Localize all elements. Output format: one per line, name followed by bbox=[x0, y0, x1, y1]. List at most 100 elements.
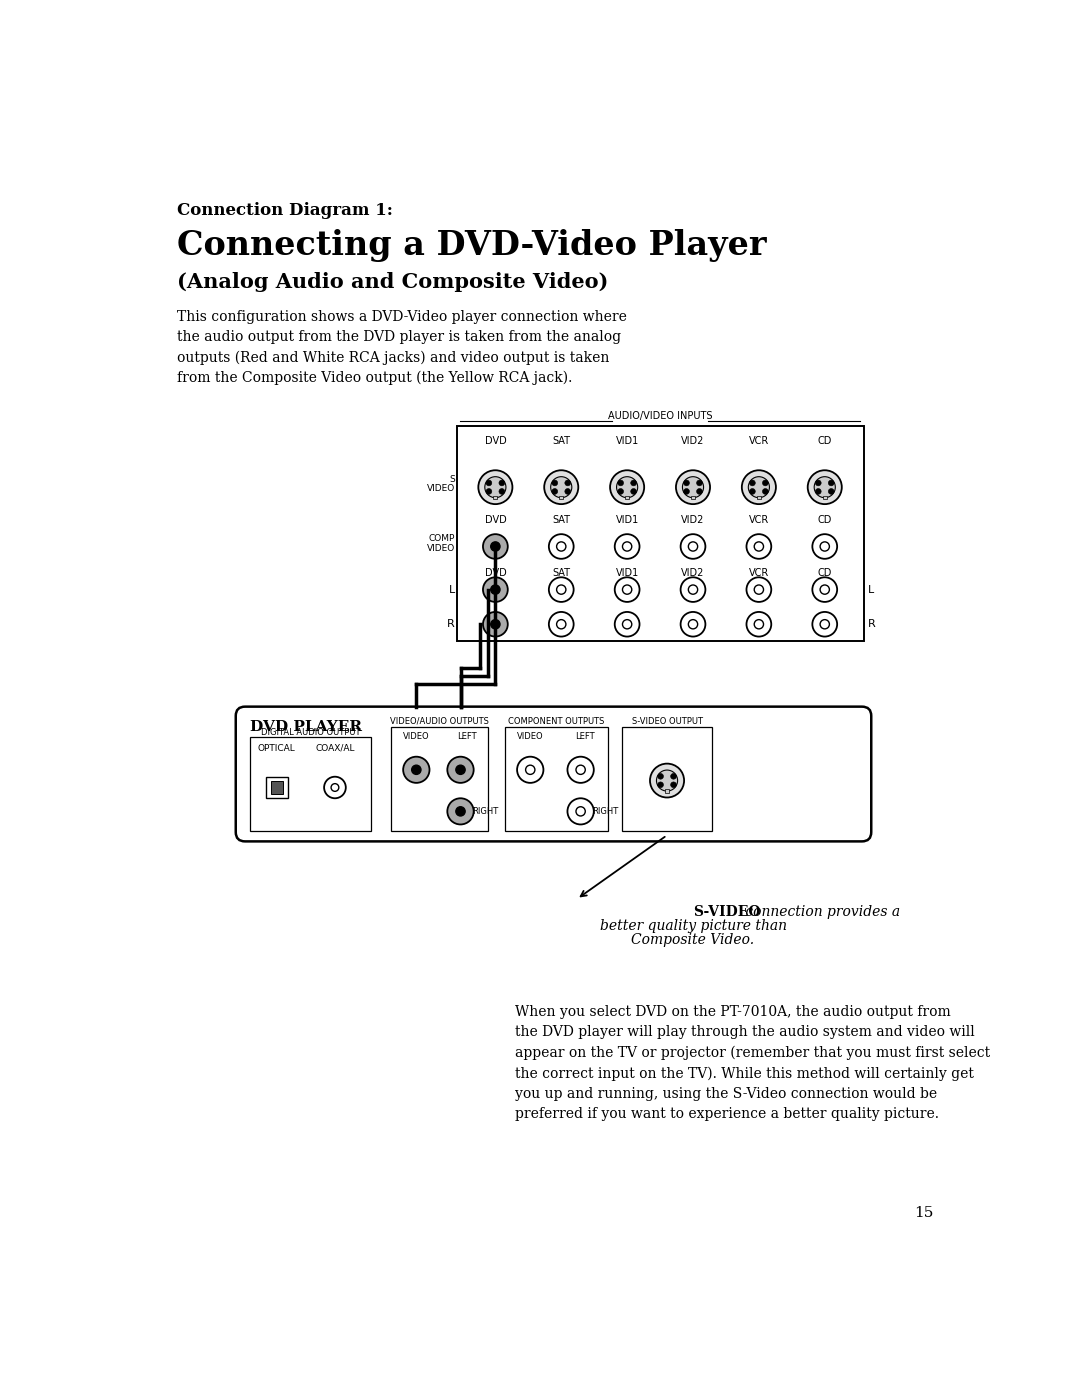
Text: L: L bbox=[449, 584, 455, 595]
Circle shape bbox=[556, 542, 566, 550]
Text: This configuration shows a DVD-Video player connection where
the audio output fr: This configuration shows a DVD-Video pla… bbox=[177, 310, 626, 386]
Circle shape bbox=[490, 620, 500, 629]
Circle shape bbox=[567, 757, 594, 782]
Text: COMPONENT OUTPUTS: COMPONENT OUTPUTS bbox=[508, 717, 605, 726]
Circle shape bbox=[456, 806, 465, 816]
Circle shape bbox=[552, 489, 557, 495]
Text: VID1: VID1 bbox=[616, 436, 638, 446]
Circle shape bbox=[750, 481, 755, 486]
Circle shape bbox=[754, 542, 764, 550]
Circle shape bbox=[754, 585, 764, 594]
Circle shape bbox=[658, 782, 663, 788]
Circle shape bbox=[478, 471, 512, 504]
Text: (Analog Audio and Composite Video): (Analog Audio and Composite Video) bbox=[177, 271, 608, 292]
Circle shape bbox=[671, 782, 676, 788]
Circle shape bbox=[808, 471, 841, 504]
Circle shape bbox=[631, 489, 636, 495]
Circle shape bbox=[812, 534, 837, 559]
Text: DVD: DVD bbox=[485, 569, 507, 578]
Circle shape bbox=[680, 534, 705, 559]
Circle shape bbox=[565, 481, 570, 486]
Circle shape bbox=[332, 784, 339, 791]
Circle shape bbox=[483, 577, 508, 602]
Text: VID2: VID2 bbox=[681, 515, 704, 525]
Circle shape bbox=[697, 489, 702, 495]
Text: DVD PLAYER: DVD PLAYER bbox=[249, 719, 362, 733]
Circle shape bbox=[746, 612, 771, 637]
Circle shape bbox=[815, 489, 821, 495]
Circle shape bbox=[411, 766, 421, 774]
Text: VIDEO: VIDEO bbox=[403, 732, 430, 742]
Circle shape bbox=[447, 757, 474, 782]
Circle shape bbox=[499, 481, 504, 486]
Circle shape bbox=[456, 766, 465, 774]
Circle shape bbox=[746, 534, 771, 559]
Text: RIGHT: RIGHT bbox=[472, 807, 498, 816]
Circle shape bbox=[486, 489, 491, 495]
Circle shape bbox=[680, 612, 705, 637]
Circle shape bbox=[324, 777, 346, 798]
Bar bbox=[266, 777, 287, 798]
Circle shape bbox=[517, 757, 543, 782]
Text: VID2: VID2 bbox=[681, 436, 704, 446]
Bar bbox=[271, 781, 283, 795]
Text: OPTICAL: OPTICAL bbox=[258, 743, 296, 753]
Text: SAT: SAT bbox=[552, 569, 570, 578]
Circle shape bbox=[742, 471, 775, 504]
Bar bbox=[494, 496, 498, 499]
Circle shape bbox=[549, 534, 573, 559]
Text: VCR: VCR bbox=[748, 569, 769, 578]
Bar bbox=[691, 496, 696, 499]
Text: LEFT: LEFT bbox=[576, 732, 595, 742]
Circle shape bbox=[676, 471, 710, 504]
Text: CD: CD bbox=[818, 569, 832, 578]
Text: better quality picture than: better quality picture than bbox=[599, 919, 786, 933]
Text: DVD: DVD bbox=[485, 515, 507, 525]
Circle shape bbox=[650, 764, 684, 798]
Circle shape bbox=[610, 471, 644, 504]
Circle shape bbox=[576, 806, 585, 816]
Text: VID1: VID1 bbox=[616, 569, 638, 578]
Text: Connection Diagram 1:: Connection Diagram 1: bbox=[177, 203, 393, 219]
Bar bbox=[665, 789, 670, 792]
Text: COMP
VIDEO: COMP VIDEO bbox=[427, 534, 455, 553]
Text: Composite Video.: Composite Video. bbox=[632, 933, 755, 947]
Circle shape bbox=[622, 620, 632, 629]
Circle shape bbox=[618, 481, 623, 486]
Circle shape bbox=[556, 585, 566, 594]
Circle shape bbox=[828, 489, 834, 495]
Circle shape bbox=[485, 476, 505, 497]
Circle shape bbox=[567, 798, 594, 824]
Circle shape bbox=[750, 489, 755, 495]
Circle shape bbox=[815, 481, 821, 486]
Circle shape bbox=[576, 766, 585, 774]
Circle shape bbox=[631, 481, 636, 486]
Bar bbox=[625, 496, 630, 499]
Bar bbox=[757, 496, 761, 499]
Circle shape bbox=[615, 577, 639, 602]
Text: VCR: VCR bbox=[748, 515, 769, 525]
Bar bbox=[559, 496, 564, 499]
Circle shape bbox=[688, 585, 698, 594]
Circle shape bbox=[622, 542, 632, 550]
Circle shape bbox=[526, 766, 535, 774]
Text: VCR: VCR bbox=[748, 436, 769, 446]
Text: S-VIDEO OUTPUT: S-VIDEO OUTPUT bbox=[632, 717, 702, 726]
Circle shape bbox=[618, 489, 623, 495]
Text: When you select DVD on the PT-7010A, the audio output from
the DVD player will p: When you select DVD on the PT-7010A, the… bbox=[515, 1006, 990, 1120]
Circle shape bbox=[671, 774, 676, 780]
Circle shape bbox=[556, 620, 566, 629]
Text: S-VIDEO: S-VIDEO bbox=[693, 905, 760, 919]
Circle shape bbox=[490, 542, 500, 550]
Circle shape bbox=[820, 542, 829, 550]
Circle shape bbox=[483, 612, 508, 637]
Circle shape bbox=[615, 534, 639, 559]
Text: Connecting a DVD-Video Player: Connecting a DVD-Video Player bbox=[177, 229, 767, 263]
Circle shape bbox=[447, 798, 474, 824]
Text: R: R bbox=[868, 619, 876, 629]
Text: VIDEO: VIDEO bbox=[517, 732, 543, 742]
Text: VID1: VID1 bbox=[616, 515, 638, 525]
Text: DVD: DVD bbox=[485, 436, 507, 446]
Text: COAX/AL: COAX/AL bbox=[315, 743, 354, 753]
Text: CD: CD bbox=[818, 515, 832, 525]
